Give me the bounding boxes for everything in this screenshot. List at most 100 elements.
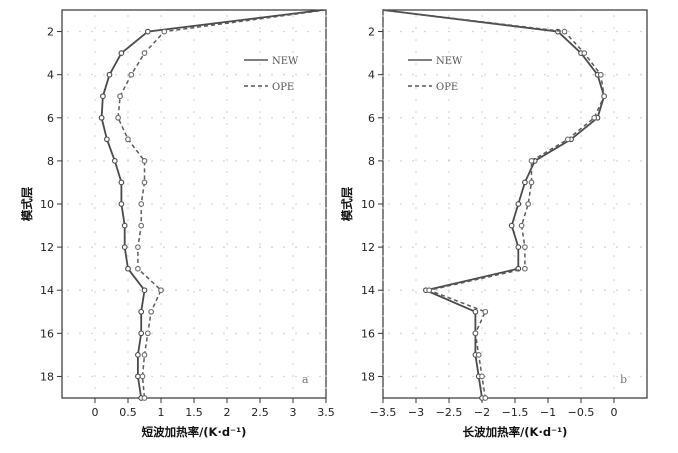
panel-b-grid-dot: [448, 116, 450, 119]
panel-b-grid-dot: [415, 363, 417, 365]
panel-a-grid-dot: [127, 351, 129, 353]
panel-a-y-axis: 2 4 6 8 10 12 14 16 18: [40, 26, 62, 383]
panel-a-grid-dot: [91, 30, 93, 33]
panel-a-grid-dot: [193, 375, 195, 377]
panel-b-grid-dot: [640, 30, 642, 33]
panel-b-y-tick-label: 10: [361, 198, 375, 211]
panel-a-series-ope-point: [139, 373, 146, 380]
panel-a-grid-dot: [292, 339, 294, 341]
panel-b-grid: [382, 15, 642, 389]
panel-a-grid-dot: [67, 30, 69, 33]
panel-b-grid-dot: [514, 387, 516, 389]
panel-a-grid-dot: [127, 279, 129, 281]
panel-a-grid-dot: [160, 375, 162, 377]
panel-a-series-ope-point: [148, 308, 154, 315]
panel-a-grid-dot: [259, 135, 261, 137]
panel-a-grid-dot: [259, 291, 261, 293]
panel-a-grid-dot: [211, 203, 213, 205]
panel-a-grid-dot: [160, 219, 162, 221]
panel-b-grid-dot: [580, 30, 582, 33]
panel-b-grid-dot: [604, 289, 606, 292]
panel-b-grid-dot: [580, 267, 582, 269]
panel-b-grid-dot: [388, 375, 390, 378]
panel-a-grid-dot: [259, 315, 261, 317]
panel-a-grid-dot: [193, 51, 195, 53]
panel-b-grid-dot: [580, 303, 582, 305]
panel-a-grid-dot: [175, 332, 177, 335]
panel-a-grid-dot: [226, 279, 228, 281]
panel-a-grid-dot: [127, 207, 129, 209]
panel-a-grid-dot: [271, 289, 273, 292]
panel-b-grid-dot: [514, 243, 516, 245]
panel-b-grid-dot: [388, 73, 390, 76]
panel-a-y-tick-label: 16: [40, 327, 54, 340]
panel-b-grid-dot: [382, 327, 384, 329]
panel-b-grid-dot: [508, 332, 510, 335]
panel-a-grid-dot: [103, 375, 105, 378]
panel-b-series-ope-point: [518, 222, 525, 229]
panel-a-grid-dot: [283, 30, 285, 33]
panel-b-grid-dot: [460, 30, 462, 33]
panel-a-grid-dot: [259, 147, 261, 149]
panel-a-grid-dot: [193, 87, 195, 89]
panel-a-y-tick-label: 12: [40, 241, 54, 254]
panel-b-grid-dot: [532, 116, 534, 119]
panel-b-grid-dot: [448, 267, 450, 269]
panel-a-grid-dot: [160, 135, 162, 137]
panel-a-grid-dot: [319, 116, 321, 119]
panel-a-series-ope-point: [135, 265, 141, 272]
panel-a-grid-dot: [103, 246, 105, 248]
panel-a-grid-dot: [67, 246, 69, 248]
panel-b-grid-dot: [514, 27, 516, 29]
panel-a-grid-dot: [235, 332, 237, 335]
panel-a-grid-dot: [226, 87, 228, 89]
panel-a-grid-dot: [235, 289, 237, 292]
panel-a-grid-dot: [226, 363, 228, 365]
panel-a-grid-dot: [160, 327, 162, 329]
panel-b-grid-dot: [481, 195, 483, 197]
panel-a-grid-dot: [292, 387, 294, 389]
panel-b-grid-dot: [613, 195, 615, 197]
panel-b-grid-dot: [613, 315, 615, 317]
panel-a-grid-dot: [151, 73, 153, 76]
panel-b-grid-dot: [412, 203, 414, 205]
panel-b-grid-dot: [520, 332, 522, 335]
panel-a-grid-dot: [127, 315, 129, 317]
panel-b-x-tick-label: −2.5: [436, 406, 463, 419]
panel-a-grid-dot: [127, 75, 129, 77]
panel-b-grid-dot: [481, 267, 483, 269]
panel-b-grid-dot: [544, 203, 546, 205]
panel-b-grid-dot: [640, 332, 642, 335]
panel-b-x-tick-label: −3: [408, 406, 424, 419]
panel-b-grid-dot: [514, 111, 516, 113]
panel-a-grid-dot: [199, 375, 201, 378]
panel-a-grid-dot: [226, 183, 228, 185]
panel-a-grid-dot: [271, 203, 273, 205]
panel-a-series-ope-point: [141, 352, 148, 358]
panel-a-y-tick-label: 18: [40, 370, 54, 383]
panel-b-grid-dot: [592, 246, 594, 248]
panel-b-grid-dot: [532, 289, 534, 292]
panel-a-series-new-point: [104, 136, 110, 143]
panel-b-grid-dot: [382, 279, 384, 281]
panel-b-grid-dot: [382, 267, 384, 269]
panel-b-grid-dot: [448, 51, 450, 53]
panel-a-grid-dot: [292, 231, 294, 233]
panel-b-grid-dot: [568, 73, 570, 76]
panel-b-grid-dot: [424, 116, 426, 119]
panel-b-series-new-point: [522, 179, 528, 186]
panel-b-grid-dot: [481, 327, 483, 329]
panel-a-grid-dot: [292, 291, 294, 293]
panel-a-grid-dot: [235, 160, 237, 162]
panel-b-grid-dot: [592, 73, 594, 76]
panel-b-series-ope-point: [525, 201, 532, 207]
panel-b-grid-dot: [628, 203, 630, 205]
panel-a-grid-dot: [247, 332, 249, 335]
panel-b-grid-dot: [472, 30, 474, 33]
panel-b-grid-dot: [412, 332, 414, 335]
panel-a-grid-dot: [127, 203, 129, 205]
panel-a-grid-dot: [226, 75, 228, 77]
panel-a-grid-dot: [271, 116, 273, 119]
panel-a-grid-dot: [325, 15, 327, 17]
panel-b-grid-dot: [580, 219, 582, 221]
